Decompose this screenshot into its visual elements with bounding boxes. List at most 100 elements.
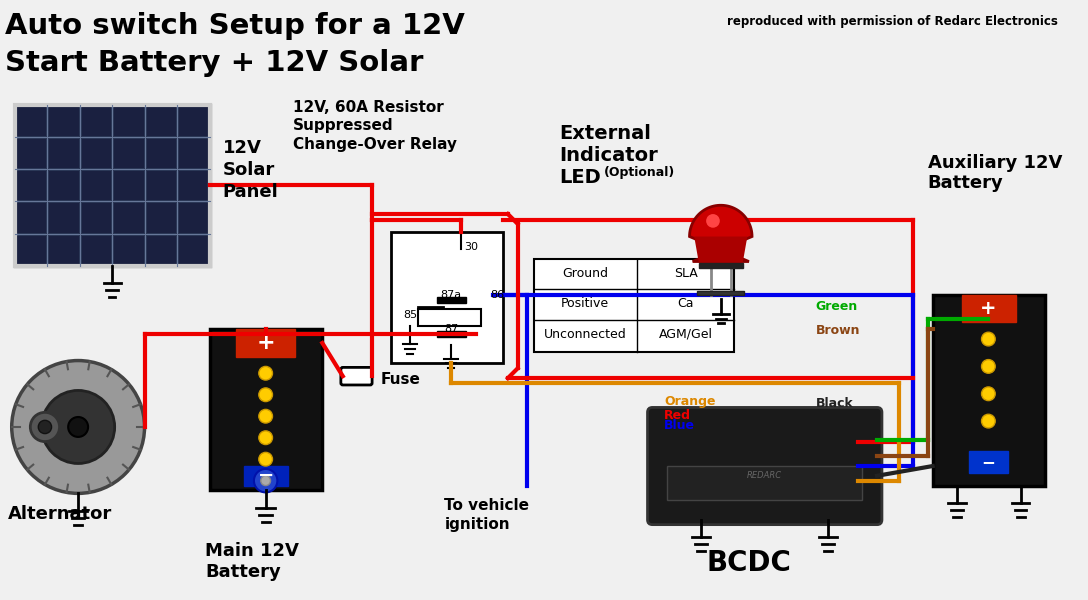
Bar xyxy=(48,138,78,168)
Bar xyxy=(113,106,144,136)
Text: 12V, 60A Resistor
Suppressed
Change-Over Relay: 12V, 60A Resistor Suppressed Change-Over… xyxy=(293,100,457,152)
Bar xyxy=(146,235,176,265)
Bar xyxy=(81,235,111,265)
Text: External
Indicator: External Indicator xyxy=(559,124,658,165)
Circle shape xyxy=(38,421,51,434)
Bar xyxy=(968,451,1007,473)
Text: REDARC: REDARC xyxy=(747,471,782,480)
Text: −: − xyxy=(981,453,996,471)
FancyBboxPatch shape xyxy=(341,367,372,385)
Text: 12V
Solar
Panel: 12V Solar Panel xyxy=(223,139,279,201)
Text: Brown: Brown xyxy=(816,324,860,337)
Bar xyxy=(48,170,78,200)
Bar xyxy=(244,466,288,485)
Circle shape xyxy=(41,391,114,463)
Bar xyxy=(436,331,466,337)
Bar xyxy=(48,235,78,265)
Text: AGM/Gel: AGM/Gel xyxy=(658,328,713,341)
Text: Ca: Ca xyxy=(678,298,694,310)
Bar xyxy=(178,170,209,200)
Bar xyxy=(146,170,176,200)
Bar xyxy=(667,466,863,500)
Bar xyxy=(113,138,144,168)
Circle shape xyxy=(259,452,272,466)
Text: −: − xyxy=(258,466,274,485)
Bar xyxy=(932,295,1046,485)
Text: +: + xyxy=(257,333,275,353)
Bar xyxy=(15,138,46,168)
Polygon shape xyxy=(694,236,747,263)
Bar xyxy=(81,202,111,233)
Bar xyxy=(15,235,46,265)
Bar xyxy=(210,329,322,490)
Text: Positive: Positive xyxy=(561,298,609,310)
Text: reproduced with permission of Redarc Electronics: reproduced with permission of Redarc Ele… xyxy=(727,15,1058,28)
Text: Alternator: Alternator xyxy=(8,505,112,523)
Bar xyxy=(15,106,46,136)
Text: Black: Black xyxy=(816,397,853,410)
Bar xyxy=(418,309,481,326)
Bar xyxy=(962,295,1016,322)
Text: Main 12V
Battery: Main 12V Battery xyxy=(206,542,299,581)
Text: Unconnected: Unconnected xyxy=(544,328,627,341)
Bar xyxy=(178,235,209,265)
Polygon shape xyxy=(690,205,752,262)
Bar xyxy=(81,170,111,200)
Bar xyxy=(15,202,46,233)
Bar xyxy=(113,202,144,233)
Bar xyxy=(534,259,734,352)
Bar xyxy=(48,106,78,136)
Bar xyxy=(14,104,210,266)
Text: Green: Green xyxy=(816,300,857,313)
Bar xyxy=(113,170,144,200)
Circle shape xyxy=(706,214,720,228)
Bar xyxy=(146,138,176,168)
Text: Orange: Orange xyxy=(664,395,716,409)
Circle shape xyxy=(981,332,996,346)
Text: LED: LED xyxy=(559,168,602,187)
Text: SLA: SLA xyxy=(673,267,697,280)
Text: Auxiliary 12V
Battery: Auxiliary 12V Battery xyxy=(928,154,1062,193)
Bar xyxy=(15,170,46,200)
Bar xyxy=(146,202,176,233)
Circle shape xyxy=(259,409,272,423)
Circle shape xyxy=(254,469,277,493)
Circle shape xyxy=(259,367,272,380)
Bar xyxy=(178,138,209,168)
Circle shape xyxy=(981,387,996,401)
Circle shape xyxy=(30,412,60,442)
Text: 87: 87 xyxy=(444,324,458,334)
Bar xyxy=(697,291,744,295)
Circle shape xyxy=(12,361,145,493)
Text: Fuse: Fuse xyxy=(381,371,421,386)
Bar xyxy=(14,104,210,266)
FancyBboxPatch shape xyxy=(647,407,882,524)
Bar xyxy=(48,202,78,233)
Text: +: + xyxy=(980,299,997,318)
Bar xyxy=(178,106,209,136)
Text: Ground: Ground xyxy=(562,267,608,280)
Bar xyxy=(698,263,743,268)
Text: (Optional): (Optional) xyxy=(604,166,675,179)
Bar xyxy=(81,106,111,136)
Circle shape xyxy=(69,417,88,437)
Bar xyxy=(81,138,111,168)
Circle shape xyxy=(259,388,272,401)
Circle shape xyxy=(981,359,996,373)
Text: To vehicle
ignition: To vehicle ignition xyxy=(444,498,530,532)
Circle shape xyxy=(259,431,272,445)
Bar xyxy=(146,106,176,136)
Circle shape xyxy=(261,476,271,485)
Bar xyxy=(236,329,295,356)
Circle shape xyxy=(981,414,996,428)
Bar xyxy=(178,202,209,233)
Text: Blue: Blue xyxy=(664,419,695,432)
Text: 30: 30 xyxy=(463,242,478,252)
Text: Auto switch Setup for a 12V: Auto switch Setup for a 12V xyxy=(4,12,465,40)
Bar xyxy=(436,297,466,303)
Text: 87a: 87a xyxy=(441,290,461,300)
Bar xyxy=(113,235,144,265)
Bar xyxy=(391,232,503,364)
Text: Start Battery + 12V Solar: Start Battery + 12V Solar xyxy=(4,49,423,77)
Text: BCDC: BCDC xyxy=(706,549,791,577)
